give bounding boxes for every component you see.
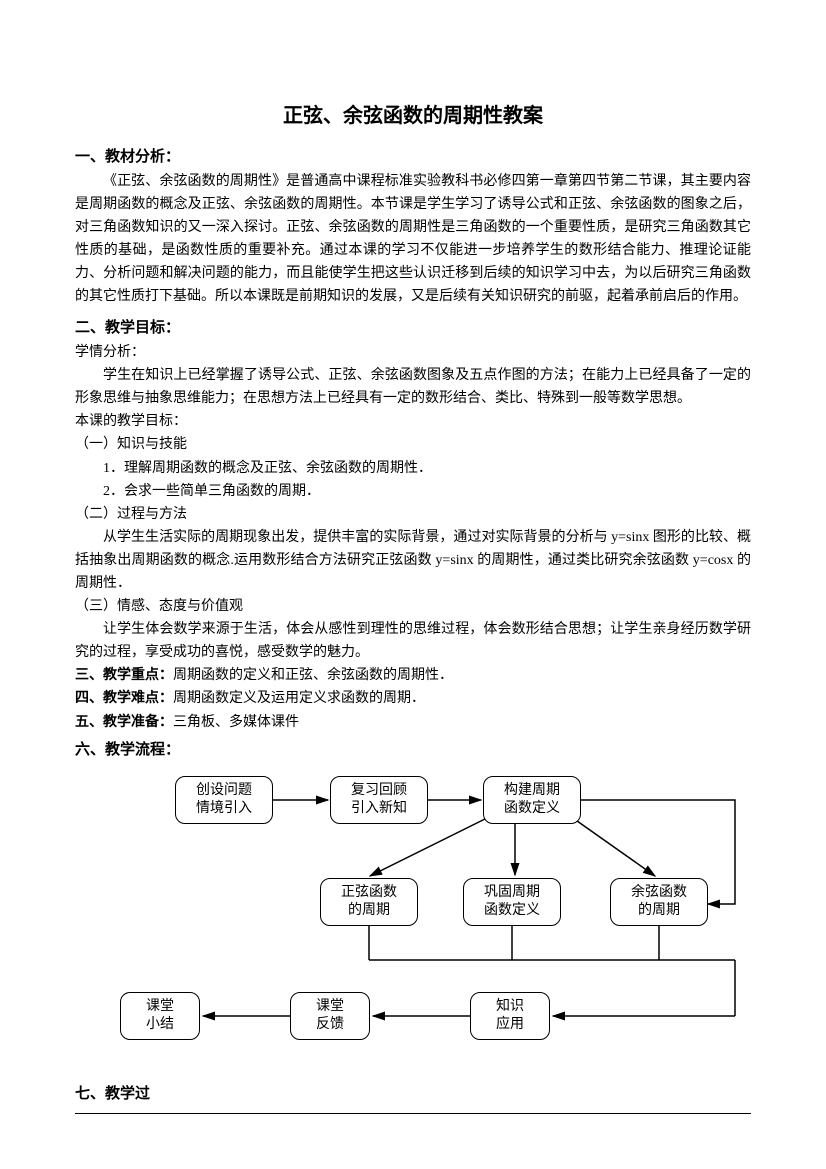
section-2-heading: 二、教学目标： xyxy=(75,316,751,341)
n7b: 应用 xyxy=(496,1016,524,1034)
node-review: 复习回顾 引入新知 xyxy=(330,776,428,824)
section-1-heading: 一、教材分析： xyxy=(75,145,751,170)
n8a: 课堂 xyxy=(316,998,344,1016)
node-application: 知识 应用 xyxy=(470,992,550,1040)
section-3: 三、教学重点：周期函数的定义和正弦、余弦函数的周期性． xyxy=(75,664,751,687)
n1b: 情境引入 xyxy=(196,800,252,818)
goal1-head: （一）知识与技能 xyxy=(75,433,751,456)
goal3-head: （三）情感、态度与价值观 xyxy=(75,595,751,618)
n3b: 函数定义 xyxy=(504,800,560,818)
n9b: 小结 xyxy=(146,1016,174,1034)
n4a: 正弦函数 xyxy=(341,884,397,902)
n4b: 的周期 xyxy=(348,902,390,920)
s4-text: 周期函数定义及运用定义求函数的周期． xyxy=(173,691,425,706)
n7a: 知识 xyxy=(496,998,524,1016)
node-sine-period: 正弦函数 的周期 xyxy=(320,878,418,926)
section-6-heading: 六、教学流程： xyxy=(75,738,751,763)
n8b: 反馈 xyxy=(316,1016,344,1034)
section-5: 五、教学准备：三角板、多媒体课件 xyxy=(75,711,751,734)
node-consolidate: 巩固周期 函数定义 xyxy=(463,878,561,926)
goal1-a: 1．理解周期函数的概念及正弦、余弦函数的周期性． xyxy=(75,457,751,480)
goal1-b: 2．会求一些简单三角函数的周期． xyxy=(75,480,751,503)
goal2-p: 从学生生活实际的周期现象出发，提供丰富的实际背景，通过对实际背景的分析与 y=s… xyxy=(75,526,751,595)
node-summary: 课堂 小结 xyxy=(120,992,200,1040)
section-1-para: 《正弦、余弦函数的周期性》是普通高中课程标准实验教科书必修四第一章第四节第二节课… xyxy=(75,170,751,309)
n1a: 创设问题 xyxy=(196,782,252,800)
s2-sub2: 本课的教学目标： xyxy=(75,410,751,433)
n6a: 余弦函数 xyxy=(631,884,687,902)
goal3-p: 让学生体会数学来源于生活，体会从感性到理性的思维过程，体会数形结合思想；让学生亲… xyxy=(75,618,751,664)
s5-label: 五、教学准备： xyxy=(75,715,173,730)
s2-sub1: 学情分析： xyxy=(75,341,751,364)
section-4: 四、教学难点：周期函数定义及运用定义求函数的周期． xyxy=(75,687,751,710)
s3-label: 三、教学重点： xyxy=(75,668,173,683)
node-create-problem: 创设问题 情境引入 xyxy=(175,776,273,824)
node-feedback: 课堂 反馈 xyxy=(290,992,370,1040)
node-construct: 构建周期 函数定义 xyxy=(483,776,581,824)
n5b: 函数定义 xyxy=(484,902,540,920)
n5a: 巩固周期 xyxy=(484,884,540,902)
s3-text: 周期函数的定义和正弦、余弦函数的周期性． xyxy=(173,668,453,683)
s2-p1: 学生在知识上已经掌握了诱导公式、正弦、余弦函数图象及五点作图的方法；在能力上已经… xyxy=(75,364,751,410)
n3a: 构建周期 xyxy=(504,782,560,800)
s5-text: 三角板、多媒体课件 xyxy=(173,715,299,730)
n9a: 课堂 xyxy=(146,998,174,1016)
flowchart: 创设问题 情境引入 复习回顾 引入新知 构建周期 函数定义 正弦函数 的周期 巩… xyxy=(75,770,751,1070)
s4-label: 四、教学难点： xyxy=(75,691,173,706)
footer-rule xyxy=(75,1113,751,1114)
goal2-head: （二）过程与方法 xyxy=(75,503,751,526)
n2a: 复习回顾 xyxy=(351,782,407,800)
node-cosine-period: 余弦函数 的周期 xyxy=(610,878,708,926)
n6b: 的周期 xyxy=(638,902,680,920)
page-title: 正弦、余弦函数的周期性教案 xyxy=(75,100,751,133)
n2b: 引入新知 xyxy=(351,800,407,818)
section-7-heading: 七、教学过 xyxy=(75,1082,150,1107)
